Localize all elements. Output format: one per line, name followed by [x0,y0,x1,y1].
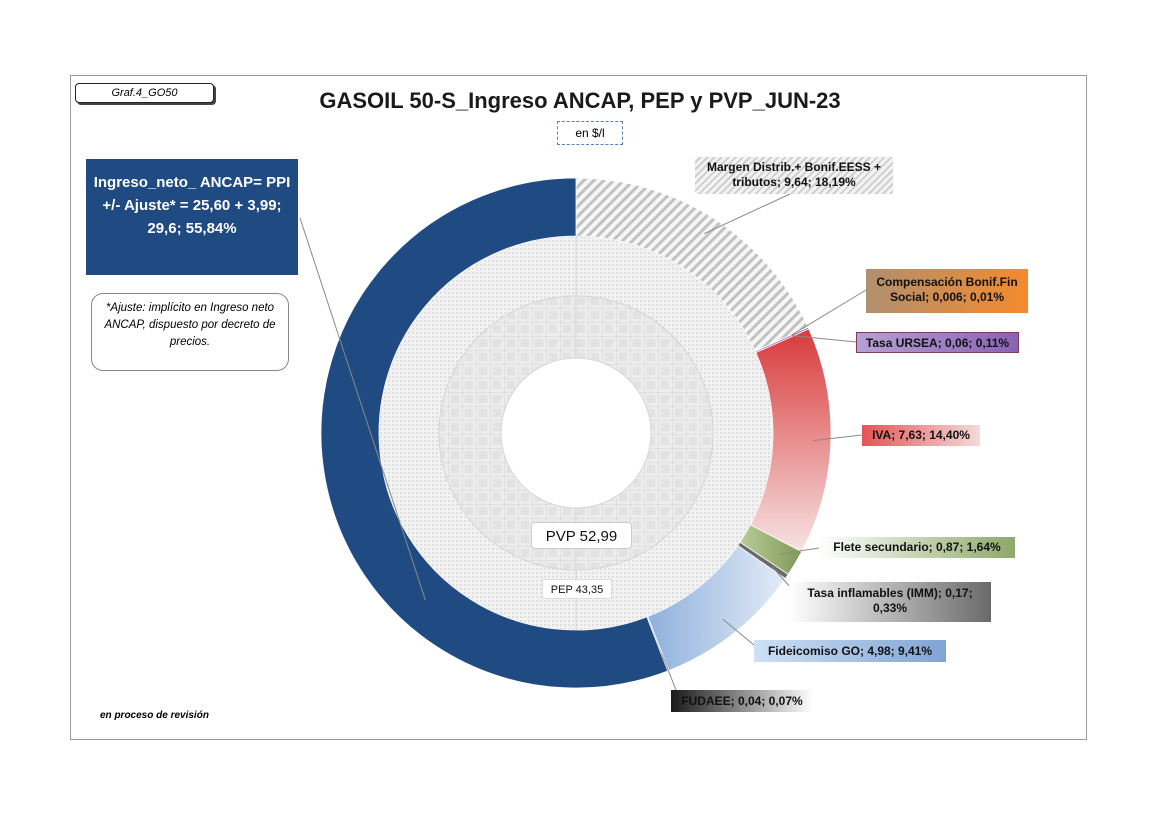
ajuste-note: *Ajuste: implícito en Ingreso neto ANCAP… [91,293,289,371]
label-pvp: PVP 52,99 [531,522,632,549]
ring-pep [438,295,714,571]
label-flete: Flete secundario; 0,87; 1,64% [819,537,1015,558]
leader-fideicomiso-go [722,618,761,651]
leader-tasa-ursea [792,335,857,343]
unit-label: en $/l [557,121,623,145]
label-pep: PEP 43,35 [542,579,612,599]
leader-compensacion-bonif-fin-social [791,289,867,336]
label-compensacion: Compensación Bonif.Fin Social; 0,006; 0,… [866,269,1028,313]
label-iva: IVA; 7,63; 14,40% [862,425,980,446]
leader-ingreso-neto-ancap [299,217,426,601]
chart-tag: Graf.4_GO50 [75,83,214,103]
leader-margen-distrib-bonif-eess-tributos [703,193,791,235]
chart-frame [70,75,1087,740]
revision-note: en proceso de revisión [100,710,209,721]
leader-iva [812,434,863,442]
slice-ingreso-neto-ancap [320,177,669,689]
label-tasa-ursea: Tasa URSEA; 0,06; 0,11% [856,332,1019,353]
leader-flete-secundario [779,547,820,555]
label-fideicomiso: Fideicomiso GO; 4,98; 9,41% [754,640,946,662]
label-tasa-inflamables: Tasa inflamables (IMM); 0,17; 0,33% [789,582,991,622]
chart-title: GASOIL 50-S_Ingreso ANCAP, PEP y PVP_JUN… [319,88,841,113]
ring-pvp [378,235,774,631]
label-margen: Margen Distrib.+ Bonif.EESS + tributos; … [695,157,893,194]
label-fudaee: FUDAEE; 0,04; 0,07% [671,690,813,712]
label-ingreso-ancap: Ingreso_neto_ ANCAP= PPI +/- Ajuste* = 2… [86,159,298,275]
